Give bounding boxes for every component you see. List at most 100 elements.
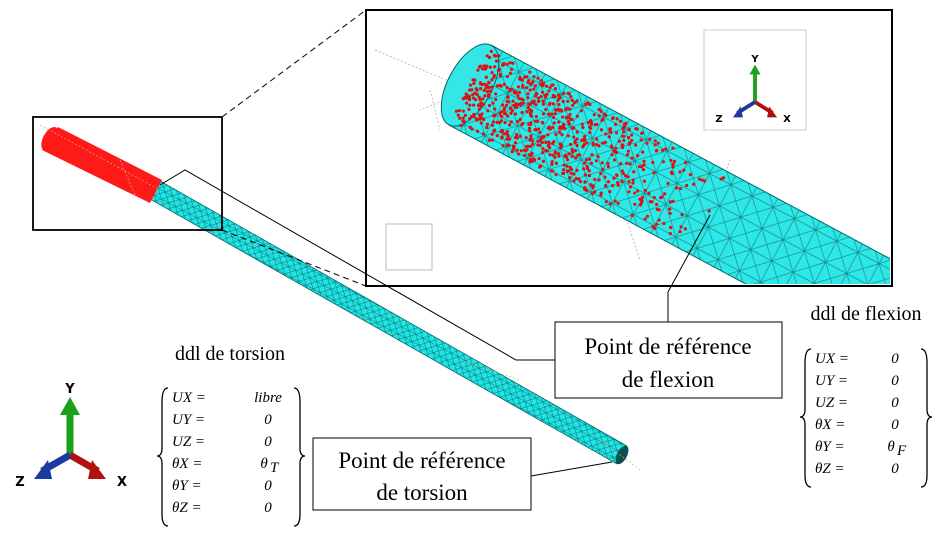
node-point bbox=[633, 203, 636, 206]
node-point bbox=[544, 108, 547, 111]
node-point bbox=[600, 128, 603, 131]
node-point bbox=[554, 133, 557, 136]
callout-text: de torsion bbox=[376, 480, 468, 505]
node-point bbox=[529, 123, 532, 126]
node-point bbox=[540, 79, 543, 82]
node-point bbox=[488, 139, 491, 142]
node-point bbox=[536, 77, 539, 80]
node-point bbox=[578, 153, 581, 156]
axis-triad bbox=[34, 397, 106, 479]
node-point bbox=[479, 87, 482, 90]
callout-text: de flexion bbox=[622, 367, 715, 392]
node-point bbox=[668, 207, 671, 210]
node-point bbox=[531, 160, 534, 163]
node-point bbox=[482, 132, 485, 135]
node-point bbox=[552, 116, 555, 119]
node-point bbox=[589, 183, 592, 186]
node-point bbox=[708, 209, 711, 212]
node-point bbox=[518, 97, 521, 100]
node-point bbox=[653, 143, 656, 146]
node-point bbox=[603, 175, 606, 178]
node-point bbox=[525, 136, 528, 139]
node-point bbox=[616, 117, 619, 120]
node-point bbox=[499, 73, 502, 76]
node-point bbox=[557, 121, 560, 124]
node-point bbox=[646, 215, 649, 218]
node-point bbox=[568, 113, 571, 116]
node-point bbox=[523, 154, 526, 157]
brace bbox=[800, 349, 811, 487]
node-point bbox=[571, 99, 574, 102]
node-point bbox=[490, 85, 493, 88]
node-point bbox=[581, 126, 584, 129]
node-point bbox=[526, 92, 529, 95]
node-point bbox=[631, 181, 634, 184]
node-point bbox=[550, 163, 553, 166]
node-point bbox=[561, 172, 564, 175]
node-point bbox=[574, 141, 577, 144]
node-point bbox=[651, 161, 654, 164]
node-point bbox=[601, 118, 604, 121]
node-point bbox=[576, 131, 579, 134]
node-point bbox=[525, 86, 528, 89]
node-point bbox=[643, 163, 646, 166]
axis-label: Y bbox=[750, 54, 759, 65]
node-point bbox=[566, 158, 569, 161]
node-point bbox=[525, 145, 528, 148]
node-point bbox=[585, 141, 588, 144]
node-point bbox=[647, 192, 650, 195]
node-point bbox=[692, 183, 695, 186]
node-point bbox=[588, 131, 591, 134]
node-point bbox=[493, 107, 496, 110]
node-point bbox=[614, 147, 617, 150]
node-point bbox=[468, 98, 471, 101]
node-point bbox=[493, 74, 496, 77]
node-point bbox=[627, 150, 630, 153]
node-point bbox=[622, 135, 625, 138]
node-point bbox=[600, 110, 603, 113]
node-point bbox=[551, 154, 554, 157]
node-point bbox=[468, 104, 471, 107]
node-point bbox=[503, 112, 506, 115]
node-point bbox=[531, 143, 534, 146]
node-point bbox=[648, 138, 651, 141]
node-point bbox=[475, 87, 478, 90]
dof-value: 0 bbox=[891, 461, 899, 477]
node-point bbox=[601, 161, 604, 164]
node-point bbox=[506, 75, 509, 78]
node-point bbox=[630, 139, 633, 142]
node-point bbox=[534, 103, 537, 106]
node-point bbox=[545, 93, 548, 96]
node-point bbox=[595, 159, 598, 162]
node-point bbox=[530, 81, 533, 84]
node-point bbox=[689, 173, 692, 176]
dof-name: θZ = bbox=[172, 500, 202, 516]
node-point bbox=[479, 81, 482, 84]
node-point bbox=[490, 71, 493, 74]
node-point bbox=[583, 162, 586, 165]
node-point bbox=[604, 132, 607, 135]
node-point bbox=[503, 106, 506, 109]
node-point bbox=[679, 225, 682, 228]
node-point bbox=[603, 113, 606, 116]
node-point bbox=[571, 155, 574, 158]
node-point bbox=[548, 153, 551, 156]
node-point bbox=[611, 184, 614, 187]
node-point bbox=[500, 110, 503, 113]
node-point bbox=[675, 186, 678, 189]
node-point bbox=[684, 227, 687, 230]
node-point bbox=[630, 156, 633, 159]
node-point bbox=[465, 94, 468, 97]
callout-text: Point de référence bbox=[338, 448, 505, 473]
node-point bbox=[554, 173, 557, 176]
node-point bbox=[601, 141, 604, 144]
node-point bbox=[541, 147, 544, 150]
node-point bbox=[593, 190, 596, 193]
node-point bbox=[536, 120, 539, 123]
node-point bbox=[542, 102, 545, 105]
node-point bbox=[644, 189, 647, 192]
node-point bbox=[492, 114, 495, 117]
node-point bbox=[501, 129, 504, 132]
node-point bbox=[487, 86, 490, 89]
node-point bbox=[630, 133, 633, 136]
